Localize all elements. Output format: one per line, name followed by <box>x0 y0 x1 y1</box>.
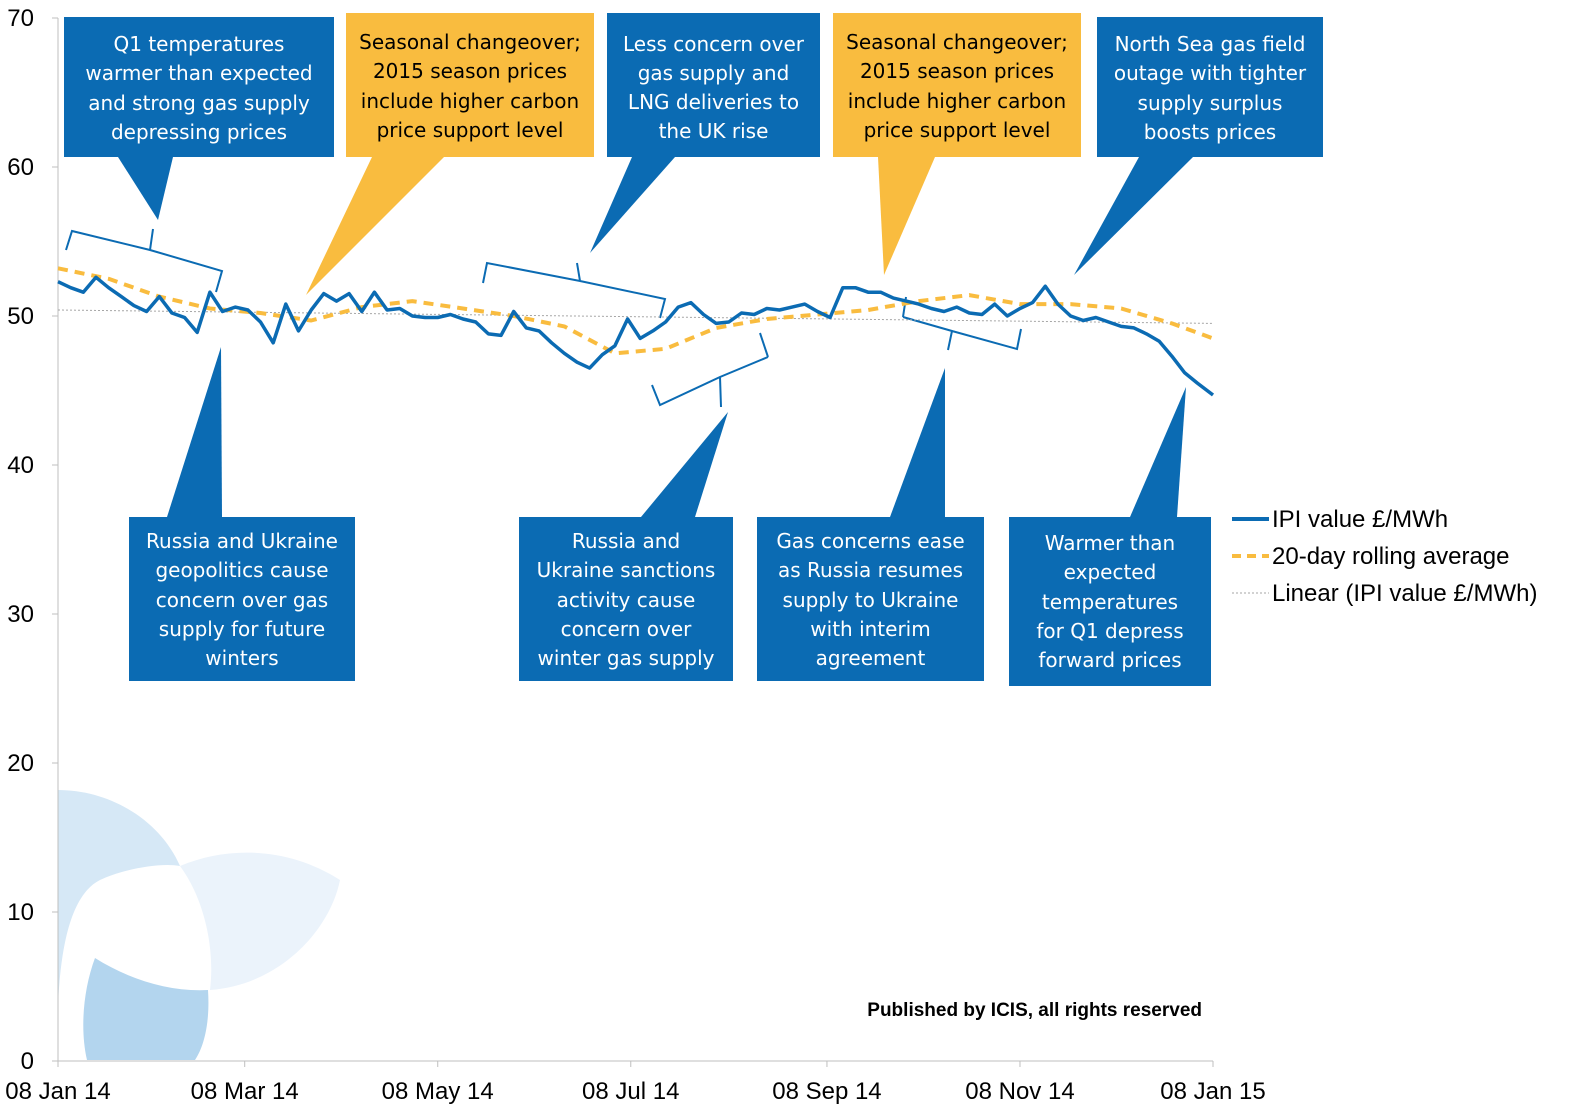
callout-text-line: activity cause <box>557 588 696 612</box>
callout-text-line: and strong gas supply <box>88 91 310 115</box>
callout-text-line: Gas concerns ease <box>776 529 964 553</box>
callout-text-line: Russia and <box>572 529 680 553</box>
callout-3: Less concern over gas supply and LNG deliv… <box>590 13 820 253</box>
x-axis-ticks: 08 Jan 14 08 Mar 14 08 May 14 08 Jul 14 08 S… <box>5 1061 1266 1105</box>
callout-pointer <box>590 157 675 253</box>
credit-text: Published by ICIS, all rights reserved <box>867 1000 1202 1021</box>
callout-pointer <box>878 157 935 275</box>
icis-watermark-logo <box>58 790 340 1060</box>
y-axis-ticks: 0 10 20 30 40 50 60 70 <box>7 5 58 1075</box>
callout-text-line: Ukraine sanctions <box>537 558 716 582</box>
callout-text-line: temperatures <box>1042 590 1178 614</box>
legend-label-ipi: IPI value £/MWh <box>1272 506 1448 533</box>
callout-text-line: boosts prices <box>1144 120 1276 144</box>
callout-text-line: agreement <box>816 646 926 670</box>
callout-text-line: winter gas supply <box>538 646 715 670</box>
callout-text-line: Seasonal changeover; <box>846 30 1068 54</box>
callout-box <box>833 13 1081 157</box>
callouts: Q1 temperatures warmer than expected and s… <box>64 13 1323 686</box>
callout-text-line: Less concern over <box>623 32 805 56</box>
y-tick-label: 10 <box>7 899 34 926</box>
callout-text-line: for Q1 depress <box>1036 619 1183 643</box>
callout-text-line: 2015 season prices <box>373 59 567 83</box>
x-tick-label: 08 Jul 14 <box>582 1078 679 1105</box>
callout-pointer <box>1074 157 1193 275</box>
annotation-brackets <box>65 228 1022 408</box>
callout-text-line: LNG deliveries to <box>628 90 799 114</box>
callout-text-line: with interim <box>810 617 930 641</box>
callout-box <box>607 13 820 157</box>
callout-text-line: supply surplus <box>1138 91 1283 115</box>
callout-text-line: Warmer than <box>1045 531 1175 555</box>
callout-box <box>519 517 733 681</box>
callout-text-line: expected <box>1064 560 1157 584</box>
callout-text-line: the UK rise <box>659 119 769 143</box>
callout-text-line: geopolitics cause <box>155 558 328 582</box>
callout-text-line: as Russia resumes <box>778 558 963 582</box>
callout-box <box>1009 517 1211 686</box>
x-tick-label: 08 Jan 15 <box>1160 1078 1265 1105</box>
series-layer <box>57 266 1215 397</box>
callout-pointer <box>118 157 173 220</box>
callout-9: Warmer than expected temperatures for Q1 de… <box>1009 387 1211 686</box>
y-tick-label: 50 <box>7 303 34 330</box>
callout-text-line: 2015 season prices <box>860 59 1054 83</box>
x-tick-label: 08 May 14 <box>382 1078 494 1105</box>
callout-text-line: supply for future <box>159 617 325 641</box>
legend: IPI value £/MWh 20-day rolling average L… <box>1232 506 1537 607</box>
callout-pointer <box>641 412 728 517</box>
callout-text-line: concern over gas <box>156 588 328 612</box>
callout-text-line: concern over <box>561 617 692 641</box>
callout-text-line: Q1 temperatures <box>114 32 285 56</box>
callout-text-line: North Sea gas field <box>1115 32 1306 56</box>
callout-text-line: Seasonal changeover; <box>359 30 581 54</box>
callout-text-line: supply to Ukraine <box>783 588 959 612</box>
callout-1: Q1 temperatures warmer than expected and s… <box>64 17 334 220</box>
x-tick-label: 08 Sep 14 <box>772 1078 881 1105</box>
callout-text-line: warmer than expected <box>85 61 312 85</box>
callout-pointer <box>890 368 945 517</box>
y-tick-label: 40 <box>7 452 34 479</box>
y-tick-label: 20 <box>7 750 34 777</box>
callout-text-line: include higher carbon <box>361 89 579 113</box>
callout-text-line: price support level <box>864 118 1051 142</box>
legend-label-rolling: 20-day rolling average <box>1272 543 1509 570</box>
x-tick-label: 08 Nov 14 <box>965 1078 1074 1105</box>
bracket-lng <box>482 261 667 319</box>
callout-box <box>129 517 355 681</box>
callout-2: Seasonal changeover; 2015 season prices in… <box>306 13 594 295</box>
callout-text-line: depressing prices <box>111 120 287 144</box>
callout-text-line: include higher carbon <box>848 89 1066 113</box>
callout-box <box>757 517 984 681</box>
callout-text-line: price support level <box>377 118 564 142</box>
y-tick-label: 70 <box>7 5 34 32</box>
callout-box <box>346 13 594 157</box>
callout-5: North Sea gas field outage with tighter su… <box>1074 17 1323 275</box>
callout-pointer <box>167 347 222 517</box>
y-tick-label: 60 <box>7 154 34 181</box>
x-tick-label: 08 Mar 14 <box>191 1078 299 1105</box>
legend-label-linear: Linear (IPI value £/MWh) <box>1272 580 1537 607</box>
callout-text-line: winters <box>205 646 278 670</box>
bracket-sanctions <box>651 332 769 408</box>
callout-pointer <box>306 157 444 295</box>
y-tick-label: 0 <box>21 1048 34 1075</box>
series-rolling-average-line <box>57 266 1214 356</box>
callout-text-line: outage with tighter <box>1114 61 1307 85</box>
series-ipi-value-line <box>57 275 1215 397</box>
x-tick-label: 08 Jan 14 <box>5 1078 110 1105</box>
y-tick-label: 30 <box>7 601 34 628</box>
callout-pointer <box>1130 387 1186 517</box>
bracket-q1 <box>65 228 224 293</box>
callout-4: Seasonal changeover; 2015 season prices in… <box>833 13 1081 275</box>
callout-text-line: gas supply and <box>638 61 790 85</box>
callout-text-line: forward prices <box>1038 648 1181 672</box>
callout-box <box>64 17 334 157</box>
callout-7: Russia and Ukraine sanctions activity caus… <box>519 412 733 681</box>
callout-8: Gas concerns ease as Russia resumes supply… <box>757 368 984 681</box>
callout-text-line: Russia and Ukraine <box>146 529 338 553</box>
callout-6: Russia and Ukraine geopolitics cause conce… <box>129 347 355 681</box>
callout-box <box>1097 17 1323 157</box>
